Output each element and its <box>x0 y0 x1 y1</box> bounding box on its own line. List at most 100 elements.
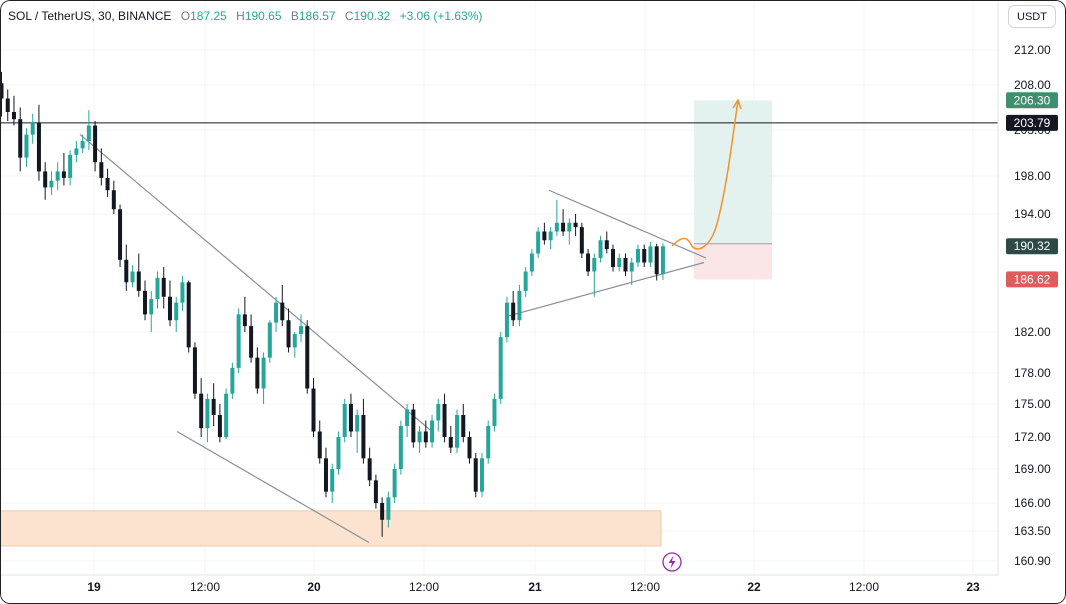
candle <box>411 404 416 448</box>
candle <box>230 362 235 399</box>
svg-text:186.62: 186.62 <box>1014 272 1051 286</box>
candle <box>149 290 154 332</box>
candle <box>267 320 272 363</box>
price-tick: 194.00 <box>1014 207 1051 221</box>
time-tick: 23 <box>966 580 980 594</box>
candle <box>486 420 491 464</box>
stop-zone[interactable] <box>694 243 772 280</box>
price-tick: 172.00 <box>1014 430 1051 444</box>
price-badge: 190.32 <box>1006 238 1058 255</box>
candle <box>43 162 48 200</box>
candle <box>105 168 110 197</box>
price-tick: 182.00 <box>1014 325 1051 339</box>
candle <box>99 148 104 186</box>
candle <box>586 249 591 276</box>
time-tick: 12:00 <box>849 580 879 594</box>
candle <box>355 409 360 453</box>
candle <box>386 491 391 528</box>
candle <box>311 378 316 437</box>
price-badges: 206.30 203.79 190.32 186.62 <box>1006 92 1058 288</box>
candle <box>130 265 135 288</box>
candle <box>342 398 347 443</box>
symbol-name[interactable]: SOL / TetherUS, 30, BINANCE <box>8 9 172 23</box>
currency-button[interactable]: USDT <box>1008 5 1056 28</box>
candle <box>536 227 541 258</box>
candle <box>604 231 609 254</box>
trend-line[interactable] <box>548 189 707 259</box>
price-tick: 198.00 <box>1014 169 1051 183</box>
candle <box>492 393 497 432</box>
candle <box>55 162 60 191</box>
support-zone[interactable] <box>0 510 662 547</box>
candle <box>479 453 484 498</box>
candle <box>330 463 335 503</box>
candle <box>161 267 166 309</box>
symbol-legend: SOL / TetherUS, 30, BINANCE O187.25 H190… <box>8 9 482 23</box>
open-label: O <box>180 9 191 23</box>
candle <box>504 296 509 343</box>
trend-line[interactable] <box>176 430 370 544</box>
candle <box>224 388 229 440</box>
candle <box>461 404 466 443</box>
price-axis[interactable]: 212.00208.00203.00198.00194.00182.00178.… <box>1014 43 1051 568</box>
candle <box>455 409 460 453</box>
price-tick: 163.50 <box>1014 524 1051 538</box>
candle <box>554 199 559 236</box>
candle <box>18 107 23 172</box>
candle <box>11 95 16 126</box>
candle <box>0 71 4 117</box>
trend-line[interactable] <box>79 134 433 432</box>
candle <box>192 342 197 399</box>
candle <box>417 426 422 453</box>
candle <box>523 267 528 297</box>
candle <box>467 431 472 464</box>
candle <box>592 253 597 297</box>
candle <box>68 150 73 186</box>
candle <box>211 383 216 426</box>
candle <box>336 431 341 475</box>
price-badge: 203.79 <box>1006 114 1058 131</box>
time-axis[interactable]: 19 12:00 20 12:00 21 12:00 22 12:00 23 <box>87 580 980 594</box>
candle <box>199 378 204 437</box>
price-tick: 160.90 <box>1014 554 1051 568</box>
candle <box>561 209 566 236</box>
candle <box>529 249 534 276</box>
target-zone[interactable] <box>694 100 772 244</box>
candle <box>86 110 91 151</box>
candle <box>430 415 435 448</box>
low-value: 186.57 <box>298 9 336 23</box>
candle <box>598 235 603 263</box>
candle <box>623 253 628 276</box>
time-tick: 20 <box>307 580 321 594</box>
candle <box>648 242 653 267</box>
candle <box>274 296 279 332</box>
candle <box>380 497 385 537</box>
time-tick: 21 <box>528 580 542 594</box>
trend-lines[interactable] <box>79 134 707 544</box>
candle <box>548 227 553 249</box>
candle <box>423 420 428 448</box>
candle <box>442 393 447 443</box>
trend-line[interactable] <box>505 261 705 318</box>
candle <box>30 113 35 144</box>
candle <box>573 214 578 236</box>
candle <box>5 89 10 121</box>
lightning-icon[interactable] <box>662 552 682 572</box>
candle <box>511 290 516 327</box>
candle <box>361 398 366 464</box>
candle <box>205 393 210 443</box>
candles <box>0 71 665 537</box>
candle <box>249 314 254 363</box>
candle <box>367 447 372 486</box>
candle <box>405 404 410 437</box>
candle <box>174 296 179 332</box>
candle <box>242 296 247 332</box>
candle <box>74 141 79 163</box>
low-label: B <box>290 9 299 23</box>
projection-arrow[interactable] <box>671 98 742 250</box>
candle <box>579 222 584 258</box>
candle <box>111 180 116 214</box>
candle <box>186 280 191 353</box>
candle <box>292 332 297 358</box>
